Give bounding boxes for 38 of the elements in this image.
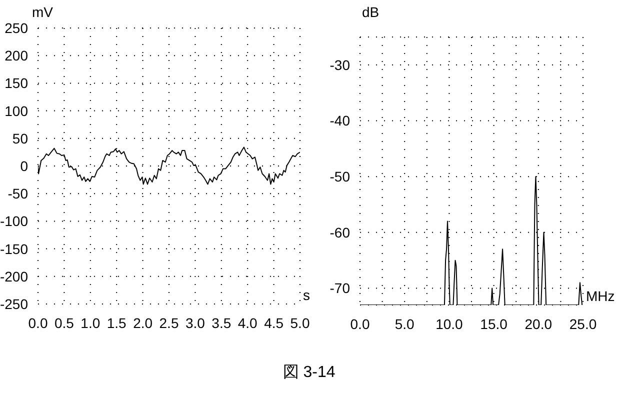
y-tick-label: -30 <box>330 56 350 73</box>
x-tick-label: 3.0 <box>185 314 206 331</box>
y-tick-label: 0 <box>20 158 28 174</box>
x-tick-label: 5.0 <box>394 316 415 332</box>
x-tick-label: 3.5 <box>212 314 232 331</box>
x-tick-label: 4.5 <box>264 314 284 331</box>
x-tick-label: 2.0 <box>133 314 153 331</box>
y-axis-title: dB <box>362 4 380 20</box>
x-axis-title: MHz <box>586 288 615 304</box>
x-tick-label: 1.5 <box>106 314 127 331</box>
x-tick-label: 2.5 <box>159 314 179 331</box>
y-tick-label: -70 <box>330 280 350 296</box>
x-tick-label: 0.0 <box>28 314 48 331</box>
x-tick-label: 10.0 <box>436 316 464 332</box>
y-tick-label: -100 <box>0 213 28 230</box>
x-tick-label: 1.0 <box>80 314 100 331</box>
x-tick-label: 25.0 <box>569 316 597 332</box>
y-tick-label: -50 <box>8 186 28 202</box>
y-tick-label: -150 <box>0 240 28 257</box>
y-tick-label: 150 <box>4 75 28 92</box>
y-axis-title: mV <box>32 4 53 20</box>
x-tick-label: 15.0 <box>480 316 508 332</box>
y-tick-label: -50 <box>330 168 350 185</box>
caption: 図 3-14 <box>282 363 336 383</box>
y-tick-label: 200 <box>4 48 28 64</box>
x-tick-label: 5.0 <box>290 314 310 331</box>
x-axis-title: s <box>303 287 310 303</box>
x-tick-label: 4.0 <box>238 314 258 331</box>
x-tick-label: 0.5 <box>54 314 74 331</box>
y-tick-label: -200 <box>0 268 28 284</box>
y-tick-label: 250 <box>4 20 28 36</box>
x-tick-label: 20.0 <box>524 316 552 332</box>
y-tick-label: -40 <box>330 112 350 129</box>
x-tick-label: 0.0 <box>350 316 370 332</box>
y-tick-label: -250 <box>0 296 28 312</box>
y-tick-label: 100 <box>4 102 28 119</box>
y-tick-label: -60 <box>330 224 350 240</box>
y-tick-label: 50 <box>12 130 28 146</box>
